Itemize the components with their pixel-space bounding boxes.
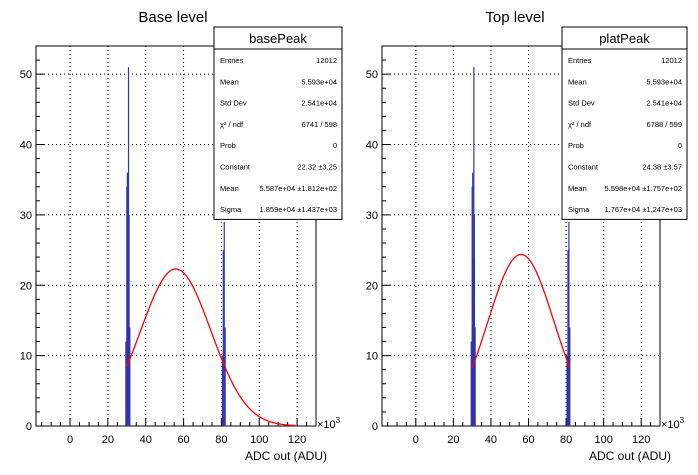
chart-title: Base level <box>138 9 207 26</box>
stats-row-value: 1.859e+04 ±1.437e+03 <box>259 205 337 214</box>
x-tick-label: 80 <box>560 434 572 446</box>
x-tick-label: 100 <box>250 434 268 446</box>
stats-box-frame <box>561 26 688 220</box>
stats-box: platPeak Entries 12012 Mean 5.593e+04 Std Dev… <box>561 26 688 220</box>
x-tick-label: 100 <box>594 434 612 446</box>
x-tick-label: 40 <box>485 434 497 446</box>
y-tick-label: 40 <box>20 140 32 152</box>
stats-row-label: Mean <box>568 77 587 86</box>
stats-row-value: 5.587e+04 ±1.812e+02 <box>259 184 337 193</box>
chart-title: Top level <box>485 9 544 26</box>
y-tick-label: 30 <box>20 210 32 222</box>
stats-row-label: Sigma <box>568 205 590 214</box>
x-tick-label: 20 <box>102 434 114 446</box>
x-tick-label: 60 <box>522 434 534 446</box>
stats-box-title: platPeak <box>599 31 650 46</box>
stats-row-label: χ² / ndf <box>220 120 244 129</box>
stats-row-label: Prob <box>568 141 584 150</box>
stats-row-label: Std Dev <box>220 99 247 108</box>
stats-row-label: Prob <box>220 141 236 150</box>
stats-box-title: basePeak <box>249 31 307 46</box>
stats-row-label: Sigma <box>220 205 242 214</box>
x-axis-multiplier-exponent: 3 <box>336 416 341 425</box>
stats-row-value: 12012 <box>316 56 337 65</box>
stats-row-label: Constant <box>568 163 599 172</box>
fit-curve <box>471 253 571 369</box>
x-tick-label: 120 <box>288 434 306 446</box>
y-tick-label: 10 <box>366 351 378 363</box>
y-tick-label: 0 <box>26 421 32 433</box>
stats-row-label: Constant <box>220 163 251 172</box>
x-axis-label: ADC out (ADU) <box>245 449 327 463</box>
x-tick-label: 80 <box>215 434 227 446</box>
stats-row-value: 24.38 ±3.57 <box>642 163 682 172</box>
stats-row-label: Mean <box>220 77 239 86</box>
stats-row-value: 0 <box>333 141 337 150</box>
fit-curve <box>126 268 298 427</box>
stats-box-frame <box>213 26 343 220</box>
y-tick-label: 50 <box>366 69 378 81</box>
stats-row-value: 6788 / 599 <box>647 120 682 129</box>
stats-row-value: 2.541e+04 <box>646 99 682 108</box>
stats-row-label: Entries <box>220 56 244 65</box>
stats-row-label: Mean <box>220 184 239 193</box>
stats-row-value: 0 <box>678 141 682 150</box>
stats-row-label: χ² / ndf <box>568 120 592 129</box>
x-axis-label: ADC out (ADU) <box>589 449 671 463</box>
stats-row-value: 6741 / 598 <box>302 120 337 129</box>
x-tick-label: 0 <box>413 434 419 446</box>
stats-row-label: Std Dev <box>568 99 595 108</box>
stats-row-value: 12012 <box>661 56 682 65</box>
y-tick-label: 10 <box>20 351 32 363</box>
y-tick-label: 50 <box>20 69 32 81</box>
y-tick-label: 40 <box>366 140 378 152</box>
y-tick-label: 20 <box>366 280 378 292</box>
x-axis-multiplier-exponent: 3 <box>680 416 685 425</box>
stats-row-value: 2.541e+04 <box>301 99 337 108</box>
x-axis-multiplier: ×103 <box>661 416 685 431</box>
stats-row-label: Mean <box>568 184 587 193</box>
y-tick-label: 0 <box>372 421 378 433</box>
x-tick-label: 120 <box>632 434 650 446</box>
x-tick-label: 20 <box>447 434 459 446</box>
x-axis-multiplier: ×103 <box>317 416 341 431</box>
stats-row-value: 5.593e+04 <box>301 77 337 86</box>
stats-row-label: Entries <box>568 56 592 65</box>
stats-row-value: 5.593e+04 <box>646 77 682 86</box>
x-tick-label: 0 <box>67 434 73 446</box>
plot-frame <box>381 45 661 427</box>
x-tick-label: 40 <box>140 434 152 446</box>
x-tick-label: 60 <box>177 434 189 446</box>
y-tick-label: 20 <box>20 280 32 292</box>
stats-row-value: 22.32 ±3.25 <box>297 163 337 172</box>
y-tick-label: 30 <box>366 210 378 222</box>
stats-box: basePeak Entries 12012 Mean 5.593e+04 Std Dev… <box>213 26 343 220</box>
stats-row-value: 1.767e+04 ±1.247e+03 <box>604 205 682 214</box>
stats-row-value: 5.598e+04 ±1.757e+02 <box>604 184 682 193</box>
